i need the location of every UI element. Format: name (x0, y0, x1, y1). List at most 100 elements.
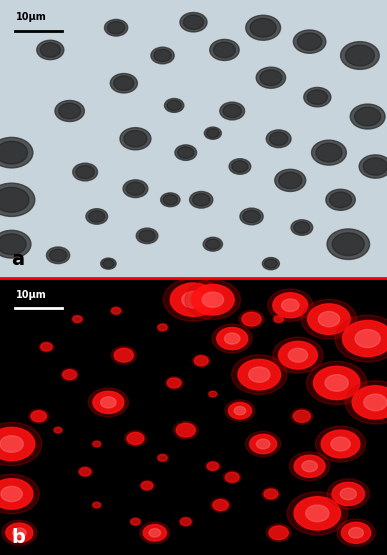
Circle shape (202, 292, 224, 307)
Circle shape (274, 316, 283, 322)
Circle shape (131, 518, 140, 525)
Circle shape (224, 333, 240, 344)
Circle shape (332, 482, 365, 506)
Circle shape (139, 230, 155, 242)
Circle shape (124, 431, 147, 446)
Circle shape (93, 502, 101, 508)
Circle shape (273, 337, 323, 374)
Circle shape (161, 193, 180, 207)
Circle shape (54, 427, 62, 433)
Circle shape (101, 258, 116, 269)
Circle shape (289, 452, 330, 481)
Circle shape (53, 426, 63, 434)
Circle shape (321, 430, 360, 458)
Circle shape (306, 505, 329, 522)
Circle shape (291, 408, 313, 424)
Circle shape (120, 128, 151, 150)
Circle shape (232, 161, 248, 172)
Circle shape (158, 455, 167, 461)
Circle shape (173, 421, 198, 439)
Circle shape (355, 330, 380, 347)
Circle shape (139, 480, 155, 491)
Circle shape (354, 107, 381, 126)
Circle shape (180, 518, 191, 526)
Circle shape (262, 487, 280, 501)
Circle shape (234, 406, 246, 415)
Circle shape (73, 163, 98, 181)
Circle shape (293, 410, 310, 422)
Circle shape (12, 528, 26, 538)
Circle shape (55, 100, 84, 122)
Circle shape (364, 394, 387, 411)
Circle shape (265, 259, 277, 268)
Circle shape (326, 189, 355, 210)
Circle shape (108, 22, 125, 34)
Circle shape (220, 102, 245, 120)
Circle shape (156, 323, 169, 332)
Circle shape (156, 453, 169, 462)
Circle shape (39, 341, 54, 352)
Circle shape (151, 47, 174, 64)
Circle shape (0, 183, 35, 216)
Circle shape (170, 283, 217, 316)
Circle shape (6, 523, 33, 543)
Circle shape (294, 221, 310, 233)
Circle shape (217, 327, 248, 350)
Circle shape (111, 346, 137, 364)
Circle shape (345, 381, 387, 424)
Circle shape (110, 74, 137, 93)
Circle shape (149, 528, 161, 537)
Circle shape (325, 375, 348, 391)
Circle shape (103, 259, 114, 268)
Circle shape (291, 220, 313, 235)
Circle shape (89, 210, 105, 222)
Circle shape (238, 360, 281, 390)
Circle shape (0, 188, 29, 213)
Circle shape (37, 40, 64, 59)
Circle shape (307, 90, 327, 104)
Circle shape (63, 370, 77, 380)
Circle shape (246, 431, 281, 457)
Circle shape (129, 517, 142, 526)
Circle shape (31, 411, 46, 422)
Circle shape (104, 19, 128, 36)
Circle shape (340, 488, 356, 500)
Circle shape (282, 299, 299, 311)
Circle shape (250, 18, 276, 37)
Circle shape (167, 378, 181, 388)
Circle shape (256, 67, 286, 88)
Circle shape (269, 132, 288, 145)
Circle shape (275, 169, 306, 191)
Circle shape (88, 388, 128, 417)
Circle shape (114, 349, 134, 362)
Circle shape (228, 402, 252, 419)
Circle shape (223, 104, 241, 118)
Circle shape (225, 472, 239, 482)
Circle shape (208, 391, 218, 397)
Circle shape (190, 191, 213, 208)
Circle shape (141, 482, 153, 490)
Circle shape (264, 489, 278, 499)
Circle shape (331, 437, 350, 451)
Circle shape (126, 182, 145, 195)
Circle shape (302, 461, 317, 472)
Circle shape (0, 141, 27, 164)
Circle shape (209, 391, 217, 397)
Circle shape (287, 492, 348, 535)
Circle shape (182, 291, 205, 308)
Circle shape (250, 434, 277, 454)
Circle shape (349, 527, 363, 538)
Circle shape (240, 208, 263, 225)
Circle shape (332, 233, 364, 256)
Circle shape (279, 172, 302, 189)
Circle shape (294, 455, 325, 477)
Circle shape (2, 520, 37, 546)
Circle shape (50, 249, 67, 261)
Circle shape (92, 441, 102, 447)
Circle shape (40, 43, 60, 57)
Circle shape (330, 192, 352, 208)
Circle shape (167, 100, 182, 110)
Circle shape (207, 129, 219, 138)
Circle shape (0, 422, 42, 466)
Circle shape (350, 104, 385, 129)
